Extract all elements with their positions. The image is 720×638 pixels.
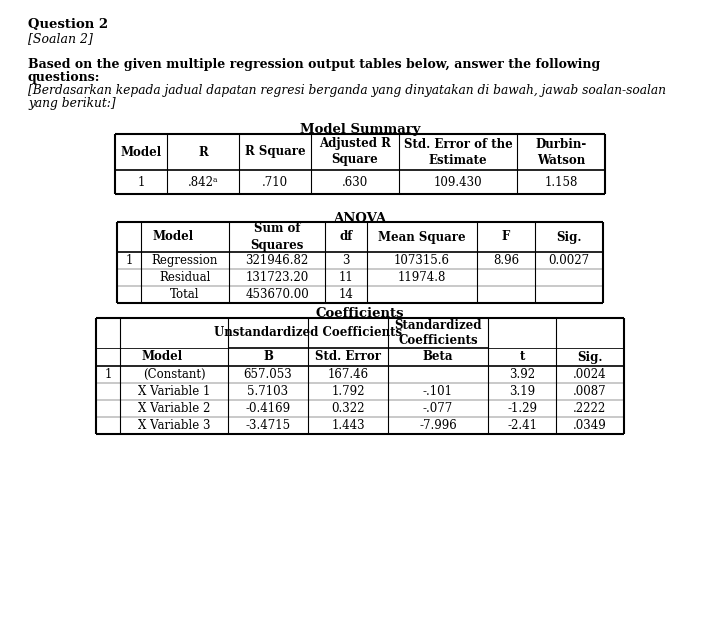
- Text: B: B: [263, 350, 273, 364]
- Text: 131723.20: 131723.20: [246, 271, 309, 284]
- Text: R Square: R Square: [245, 145, 305, 158]
- Text: .842ᵃ: .842ᵃ: [188, 175, 218, 188]
- Text: 5.7103: 5.7103: [248, 385, 289, 398]
- Text: Residual: Residual: [159, 271, 211, 284]
- Text: 3.19: 3.19: [509, 385, 535, 398]
- Text: 1.158: 1.158: [544, 175, 577, 188]
- Text: .2222: .2222: [573, 402, 607, 415]
- Text: Total: Total: [170, 288, 199, 301]
- Text: yang berikut:]: yang berikut:]: [28, 97, 116, 110]
- Text: -.077: -.077: [423, 402, 453, 415]
- Text: 453670.00: 453670.00: [245, 288, 309, 301]
- Text: 1: 1: [138, 175, 145, 188]
- Text: -7.996: -7.996: [419, 419, 457, 432]
- Text: Coefficients: Coefficients: [316, 307, 404, 320]
- Text: Unstandardized Coefficients: Unstandardized Coefficients: [214, 327, 402, 339]
- Text: 11974.8: 11974.8: [398, 271, 446, 284]
- Text: Standardized
Coefficients: Standardized Coefficients: [395, 319, 482, 347]
- Text: Std. Error: Std. Error: [315, 350, 381, 364]
- Text: 657.053: 657.053: [243, 368, 292, 381]
- Text: 3.92: 3.92: [509, 368, 535, 381]
- Text: 14: 14: [338, 288, 354, 301]
- Text: .0087: .0087: [573, 385, 607, 398]
- Text: -3.4715: -3.4715: [246, 419, 291, 432]
- Text: 109.430: 109.430: [433, 175, 482, 188]
- Text: t: t: [519, 350, 525, 364]
- Text: (Constant): (Constant): [143, 368, 205, 381]
- Text: Based on the given multiple regression output tables below, answer the following: Based on the given multiple regression o…: [28, 58, 600, 71]
- Text: .0349: .0349: [573, 419, 607, 432]
- Text: 1: 1: [104, 368, 112, 381]
- Text: -2.41: -2.41: [507, 419, 537, 432]
- Text: df: df: [339, 230, 353, 244]
- Text: Sig.: Sig.: [557, 230, 582, 244]
- Text: Adjusted R
Square: Adjusted R Square: [319, 138, 391, 167]
- Text: 1: 1: [125, 254, 132, 267]
- Text: .710: .710: [262, 175, 288, 188]
- Text: .630: .630: [342, 175, 368, 188]
- Text: -0.4169: -0.4169: [246, 402, 291, 415]
- Text: Std. Error of the
Estimate: Std. Error of the Estimate: [404, 138, 513, 167]
- Text: 3: 3: [342, 254, 350, 267]
- Text: 1.443: 1.443: [331, 419, 365, 432]
- Text: X Variable 3: X Variable 3: [138, 419, 210, 432]
- Text: [Berdasarkan kepada jadual dapatan regresi berganda yang dinyatakan di bawah, ja: [Berdasarkan kepada jadual dapatan regre…: [28, 84, 666, 97]
- Text: -.101: -.101: [423, 385, 453, 398]
- Text: F: F: [502, 230, 510, 244]
- Text: X Variable 1: X Variable 1: [138, 385, 210, 398]
- Text: questions:: questions:: [28, 71, 100, 84]
- Text: -1.29: -1.29: [507, 402, 537, 415]
- Text: Question 2: Question 2: [28, 18, 108, 31]
- Text: Model: Model: [141, 350, 183, 364]
- Text: Sum of
Squares: Sum of Squares: [251, 223, 304, 251]
- Text: 167.46: 167.46: [328, 368, 369, 381]
- Text: 8.96: 8.96: [493, 254, 519, 267]
- Text: Mean Square: Mean Square: [378, 230, 466, 244]
- Text: Model: Model: [153, 230, 194, 244]
- Text: 0.0027: 0.0027: [549, 254, 590, 267]
- Text: Model: Model: [120, 145, 161, 158]
- Text: .0024: .0024: [573, 368, 607, 381]
- Text: ANOVA: ANOVA: [333, 212, 387, 225]
- Text: Model Summary: Model Summary: [300, 123, 420, 136]
- Text: Durbin-
Watson: Durbin- Watson: [536, 138, 587, 167]
- Text: 0.322: 0.322: [331, 402, 365, 415]
- Text: Beta: Beta: [423, 350, 454, 364]
- Text: X Variable 2: X Variable 2: [138, 402, 210, 415]
- Text: Sig.: Sig.: [577, 350, 603, 364]
- Text: 11: 11: [338, 271, 354, 284]
- Text: 1.792: 1.792: [331, 385, 365, 398]
- Text: 321946.82: 321946.82: [246, 254, 309, 267]
- Text: Regression: Regression: [152, 254, 218, 267]
- Text: 107315.6: 107315.6: [394, 254, 450, 267]
- Text: R: R: [198, 145, 208, 158]
- Text: [Soalan 2]: [Soalan 2]: [28, 32, 93, 45]
